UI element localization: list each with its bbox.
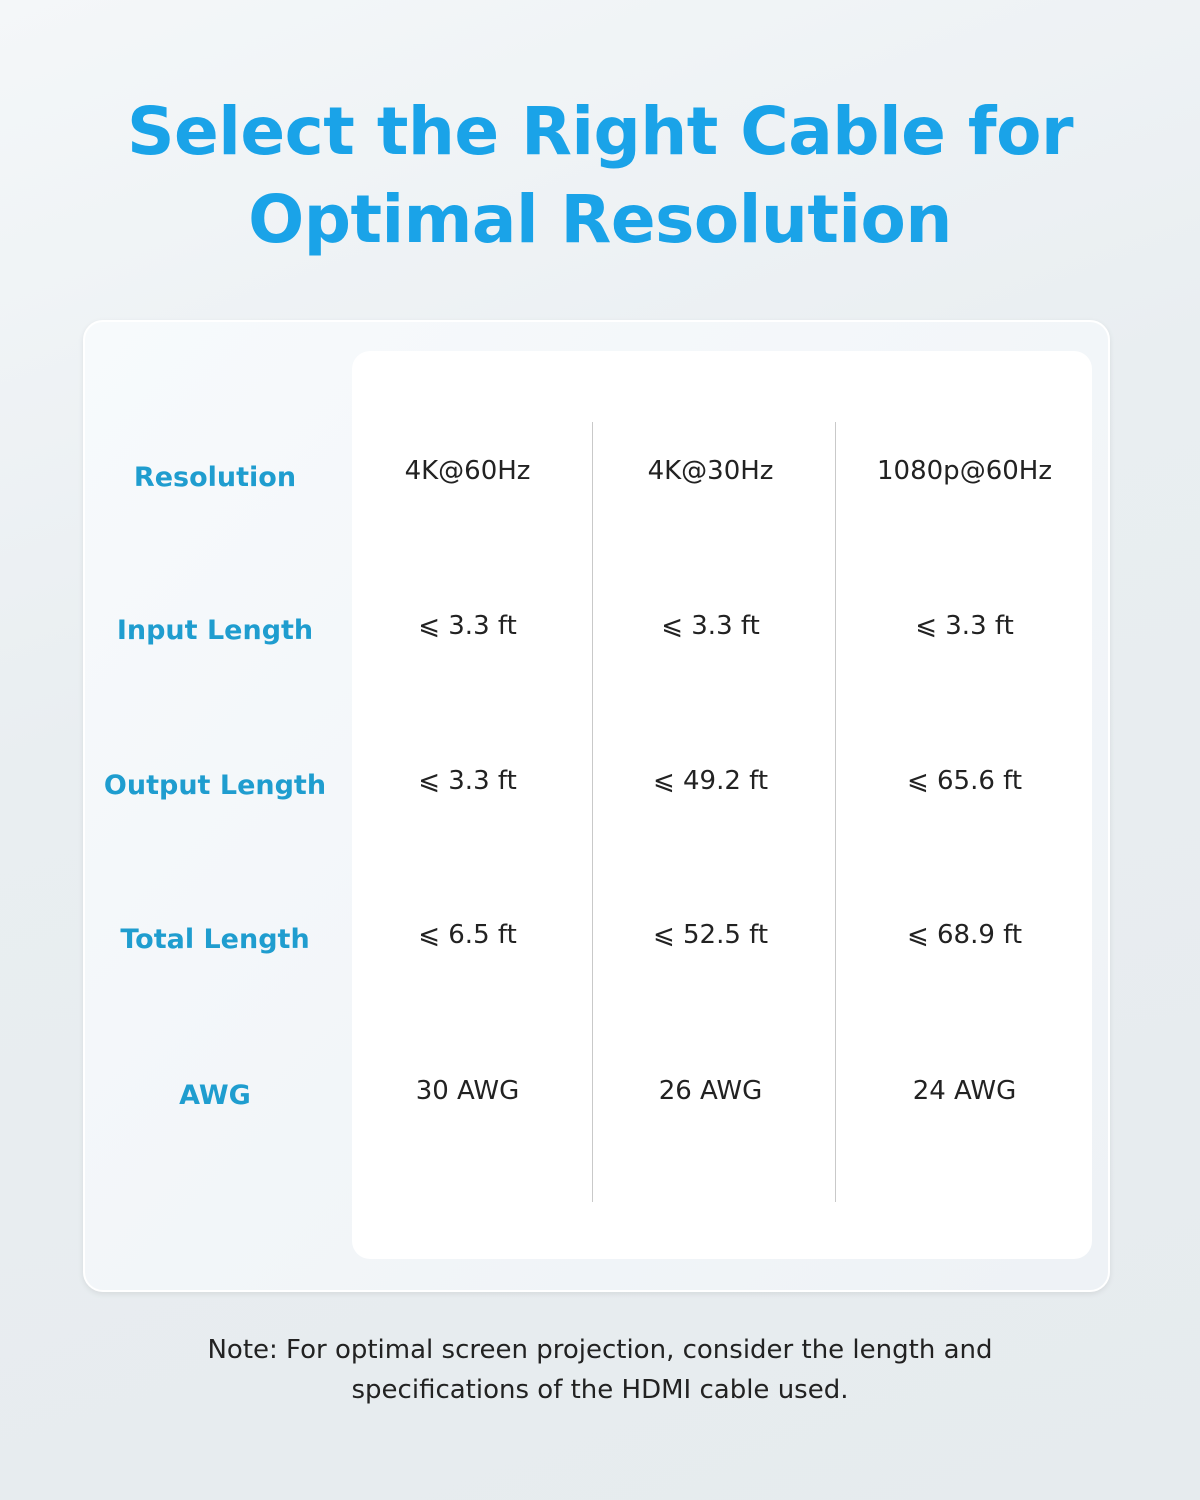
- row-label: AWG: [179, 1080, 251, 1111]
- note: Note: For optimal screen projection, con…: [0, 1330, 1200, 1410]
- row-label: Output Length: [103, 770, 327, 801]
- table-cell: 26 AWG: [658, 1076, 763, 1106]
- title-line-2: Optimal Resolution: [248, 181, 952, 258]
- table-cell: ⩽ 3.3 ft: [915, 611, 1014, 641]
- note-line-1: Note: For optimal screen projection, con…: [207, 1335, 993, 1365]
- table-cell: 4K@60Hz: [404, 456, 531, 486]
- table-cell: ⩽ 68.9 ft: [906, 920, 1023, 950]
- table-cell: 24 AWG: [912, 1076, 1017, 1106]
- page-title: Select the Right Cable for Optimal Resol…: [0, 88, 1200, 264]
- column-divider: [835, 422, 836, 1202]
- column-divider: [592, 422, 593, 1202]
- table-cell: ⩽ 49.2 ft: [652, 766, 769, 796]
- table-cell: ⩽ 65.6 ft: [906, 766, 1023, 796]
- table-cell: ⩽ 52.5 ft: [652, 920, 769, 950]
- row-label: Input Length: [116, 615, 314, 646]
- table-cell: ⩽ 3.3 ft: [418, 611, 517, 641]
- note-line-2: specifications of the HDMI cable used.: [351, 1375, 849, 1405]
- row-label: Resolution: [133, 462, 297, 493]
- spec-values-card: [352, 351, 1092, 1259]
- table-cell: 4K@30Hz: [647, 456, 774, 486]
- title-line-1: Select the Right Cable for: [127, 93, 1074, 170]
- table-cell: ⩽ 3.3 ft: [418, 766, 517, 796]
- table-cell: 1080p@60Hz: [877, 456, 1052, 486]
- table-cell: ⩽ 3.3 ft: [661, 611, 760, 641]
- table-cell: 30 AWG: [415, 1076, 520, 1106]
- row-label: Total Length: [120, 924, 310, 955]
- table-cell: ⩽ 6.5 ft: [418, 920, 517, 950]
